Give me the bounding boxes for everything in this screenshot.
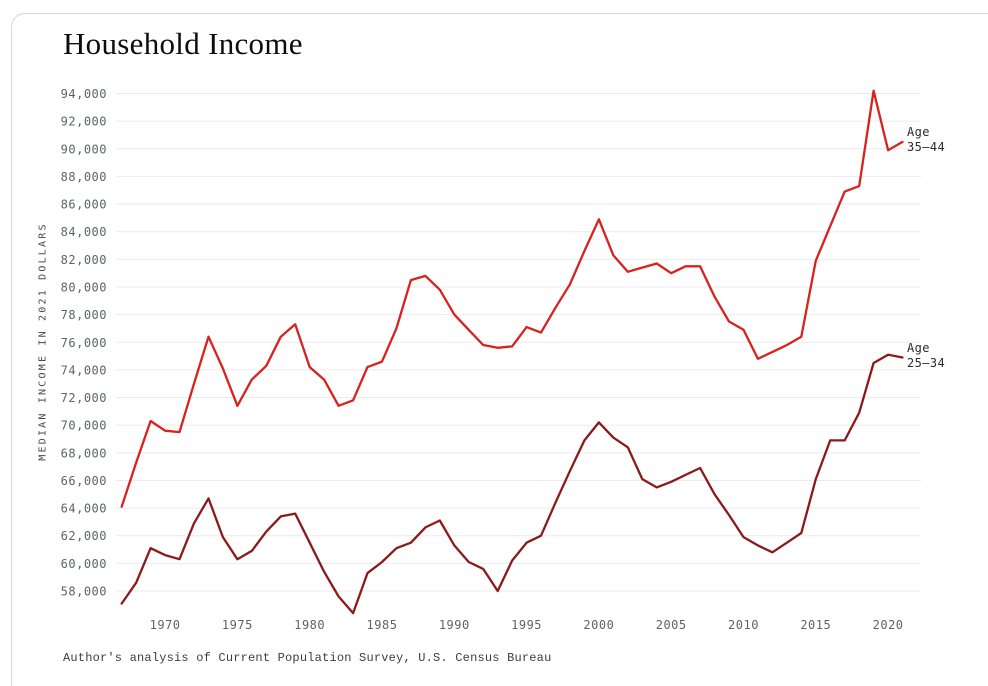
- series-label-25-34-line2: 25–34: [907, 355, 946, 370]
- svg-text:2010: 2010: [728, 618, 759, 632]
- svg-text:2005: 2005: [656, 618, 687, 632]
- y-tick-labels: 58,000 60,000 62,000 64,000 66,000 68,000 70,0…: [61, 87, 107, 599]
- series-line-35-44: [120, 89, 904, 508]
- svg-text:74,000: 74,000: [61, 363, 107, 377]
- series-label-35-44-line1: Age: [907, 125, 930, 140]
- svg-text:86,000: 86,000: [61, 198, 107, 212]
- svg-text:68,000: 68,000: [61, 446, 107, 460]
- svg-text:2020: 2020: [873, 618, 904, 632]
- svg-text:1975: 1975: [222, 618, 253, 632]
- svg-text:84,000: 84,000: [61, 225, 107, 239]
- svg-text:62,000: 62,000: [61, 529, 107, 543]
- svg-text:66,000: 66,000: [61, 474, 107, 488]
- series-line-25-34: [120, 353, 904, 615]
- svg-text:82,000: 82,000: [61, 253, 107, 267]
- svg-text:2015: 2015: [800, 618, 831, 632]
- svg-text:2000: 2000: [583, 618, 614, 632]
- page-title: Household Income: [63, 26, 303, 61]
- series-lines: [120, 89, 904, 615]
- svg-text:70,000: 70,000: [61, 419, 107, 433]
- series-label-25-34-line1: Age: [907, 340, 930, 355]
- source-note: Author's analysis of Current Population …: [63, 651, 552, 665]
- svg-text:76,000: 76,000: [61, 336, 107, 350]
- series-label-25-34: Age 25–34: [907, 341, 945, 371]
- svg-text:80,000: 80,000: [61, 280, 107, 294]
- gridlines: [116, 93, 921, 592]
- series-label-35-44-line2: 35–44: [907, 140, 946, 155]
- svg-text:72,000: 72,000: [61, 391, 107, 405]
- svg-text:58,000: 58,000: [61, 585, 107, 599]
- svg-text:64,000: 64,000: [61, 502, 107, 516]
- svg-text:78,000: 78,000: [61, 308, 107, 322]
- svg-text:1980: 1980: [294, 618, 325, 632]
- svg-text:1990: 1990: [439, 618, 470, 632]
- svg-text:92,000: 92,000: [61, 115, 107, 129]
- svg-text:1970: 1970: [150, 618, 181, 632]
- x-tick-labels: 1970 1975 1980 1985 1990 1995 2000 2005 2010 2015…: [150, 618, 904, 632]
- svg-text:1985: 1985: [367, 618, 398, 632]
- svg-text:1995: 1995: [511, 618, 542, 632]
- svg-text:88,000: 88,000: [61, 170, 107, 184]
- svg-text:90,000: 90,000: [61, 142, 107, 156]
- svg-text:94,000: 94,000: [61, 87, 107, 101]
- svg-text:60,000: 60,000: [61, 557, 107, 571]
- series-label-35-44: Age 35–44: [907, 125, 945, 155]
